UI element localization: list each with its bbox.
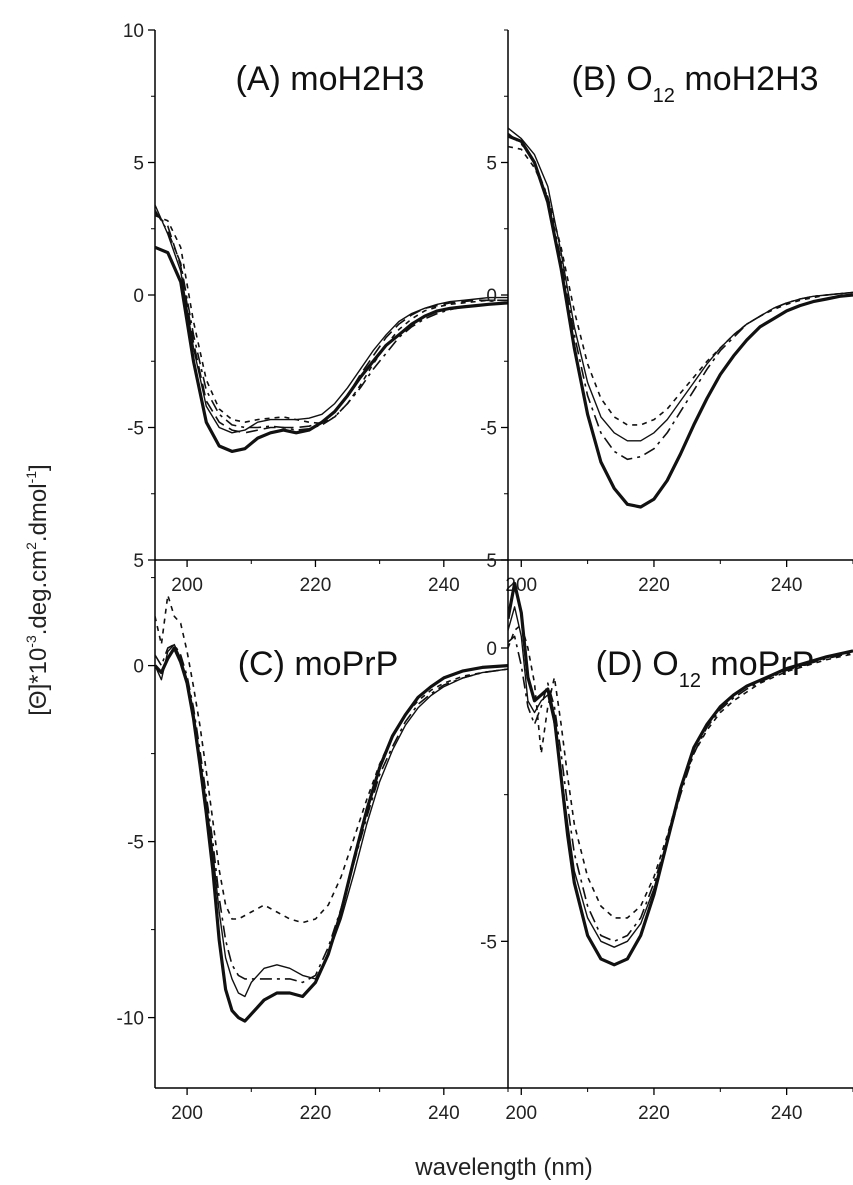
panel-title-subscript: 12 [679,670,701,692]
series-line-dash-dot [508,132,853,461]
panel-title: (C) moPrP [238,645,399,683]
x-tick-label: 240 [428,575,460,596]
series-line-short-dash [155,594,508,924]
x-axis-title: wavelength (nm) [414,1154,592,1181]
series-line-short-dash [155,214,508,425]
series-line-solid-thin [155,204,508,434]
y-tick-label: 5 [486,551,497,572]
series-line-dash-dot [508,635,853,943]
y-tick-label: -5 [127,419,144,440]
series-line-solid-thick [155,646,508,1023]
series-line-short-dash [508,623,853,919]
x-tick-label: 220 [300,575,332,596]
panel-title-main: (B) O [571,60,652,98]
y-tick-label: 10 [123,21,144,42]
panel-a: 10 5 0 -5 5 200 220 240 (A) moH2H3 [123,21,509,596]
y-tick-label: 5 [133,551,144,572]
panel-title: (D) O12 moPrP [596,645,815,692]
series-line-solid-thin [508,606,853,948]
x-tick-label: 220 [300,1103,332,1124]
x-tick-label: 240 [771,1103,803,1124]
y-tick-label: 0 [133,657,144,678]
panel-b: 5 0 -5 5 200 220 240 (B) O12 moH2H3 [480,29,853,596]
x-tick-label: 220 [638,575,670,596]
panel-d: 0 -5 200 220 240 (D) O12 moPrP [480,560,853,1124]
y-tick-label: -5 [480,419,497,440]
y-tick-label: -5 [480,932,497,953]
series-line-solid-thin [508,127,853,442]
series-line-dash-dot [155,643,508,984]
panel-c: 0 -5 -10 200 220 240 (C) moPrP [117,560,509,1124]
y-tick-label: 5 [486,154,497,175]
y-tick-label: -5 [127,833,144,854]
panel-title-main: (D) O [596,645,679,683]
series-line-solid-thick [508,581,853,967]
series-line-short-dash [508,145,853,426]
x-tick-label: 200 [171,575,203,596]
panel-title: (B) O12 moH2H3 [571,60,818,107]
x-tick-label: 200 [505,575,537,596]
y-tick-label: 0 [133,286,144,307]
series-line-dash-dot [155,209,508,431]
panel-title-subscript: 12 [653,85,675,107]
y-tick-label: 0 [486,286,497,307]
x-tick-label: 200 [171,1103,203,1124]
series-line-solid-thick [508,134,853,509]
y-tick-label: -10 [117,1009,144,1030]
x-tick-label: 200 [505,1103,537,1124]
y-tick-label: 5 [133,154,144,175]
series-line-solid-thick [155,245,508,453]
panel-title-rest: moPrP [701,645,814,683]
x-tick-label: 240 [771,575,803,596]
y-axis-title: [Θ]*10-3.deg.cm2.dmol-1] [23,464,52,715]
panel-title: (A) moH2H3 [236,60,425,98]
series-line-solid-thin [155,643,508,998]
panel-title-rest: moH2H3 [675,60,819,98]
y-tick-label: 0 [486,639,497,660]
x-tick-label: 240 [428,1103,460,1124]
x-tick-label: 220 [638,1103,670,1124]
series-line-dash [155,212,508,434]
